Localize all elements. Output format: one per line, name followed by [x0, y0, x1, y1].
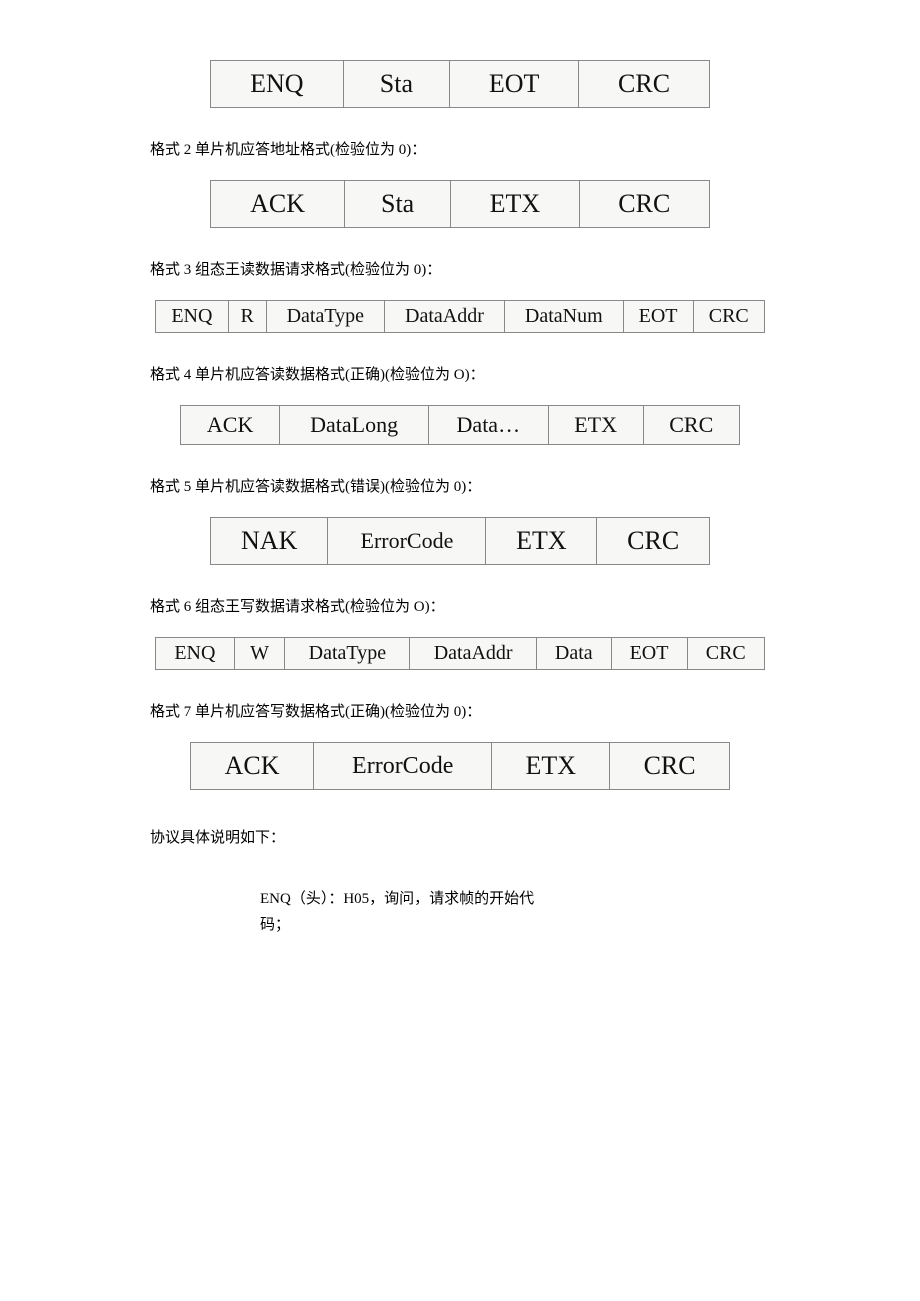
cell: DataType [266, 301, 384, 333]
cell: EOT [450, 61, 579, 108]
cell: DataType [285, 638, 410, 670]
desc-line: ENQ（头）：H05，询问，请求帧的开始代 [260, 887, 580, 913]
cell: DataAddr [410, 638, 537, 670]
cell: ETX [548, 406, 643, 445]
cell: W [234, 638, 285, 670]
cell: Sta [343, 61, 450, 108]
format-7-table: ACK ErrorCode ETX CRC [190, 742, 730, 790]
cell: ACK [181, 406, 280, 445]
caption-2: 格式 2 单片机应答地址格式(检验位为 0)： [150, 138, 770, 162]
cell: EOT [623, 301, 693, 333]
cell: EOT [611, 638, 687, 670]
cell: NAK [211, 518, 328, 565]
document-page: ENQ Sta EOT CRC 格式 2 单片机应答地址格式(检验位为 0)： … [0, 0, 920, 978]
caption-3: 格式 3 组态王读数据请求格式(检验位为 0)： [150, 258, 770, 282]
desc-line: 码； [260, 913, 580, 939]
cell: ETX [492, 743, 610, 790]
cell: ENQ [156, 638, 235, 670]
caption-7: 格式 7 单片机应答写数据格式(正确)(检验位为 0)： [150, 700, 770, 724]
format-4-table: ACK DataLong Data… ETX CRC [180, 405, 740, 445]
protocol-description-text: ENQ（头）：H05，询问，请求帧的开始代 码； [260, 887, 580, 938]
caption-6: 格式 6 组态王写数据请求格式(检验位为 O)： [150, 595, 770, 619]
cell: DataLong [280, 406, 429, 445]
cell: ETX [486, 518, 597, 565]
format-2-table: ACK Sta ETX CRC [210, 180, 710, 228]
caption-4: 格式 4 单片机应答读数据格式(正确)(检验位为 O)： [150, 363, 770, 387]
cell: CRC [643, 406, 739, 445]
cell: ErrorCode [328, 518, 486, 565]
cell: Sta [345, 181, 451, 228]
cell: CRC [687, 638, 764, 670]
format-3-table: ENQ R DataType DataAddr DataNum EOT CRC [155, 300, 765, 333]
cell: CRC [579, 181, 709, 228]
format-6-table: ENQ W DataType DataAddr Data EOT CRC [155, 637, 765, 670]
format-1-table: ENQ Sta EOT CRC [210, 60, 710, 108]
format-5-table: NAK ErrorCode ETX CRC [210, 517, 710, 565]
cell: R [228, 301, 266, 333]
protocol-description-label: 协议具体说明如下： [150, 826, 770, 847]
cell: Data [537, 638, 612, 670]
cell: ErrorCode [314, 743, 492, 790]
cell: DataAddr [384, 301, 504, 333]
cell: ETX [451, 181, 579, 228]
cell: CRC [579, 61, 710, 108]
cell: CRC [597, 518, 710, 565]
cell: Data… [429, 406, 549, 445]
cell: DataNum [504, 301, 623, 333]
cell: ACK [191, 743, 314, 790]
cell: CRC [610, 743, 730, 790]
cell: ENQ [211, 61, 344, 108]
cell: CRC [693, 301, 764, 333]
caption-5: 格式 5 单片机应答读数据格式(错误)(检验位为 0)： [150, 475, 770, 499]
cell: ENQ [156, 301, 229, 333]
cell: ACK [211, 181, 345, 228]
